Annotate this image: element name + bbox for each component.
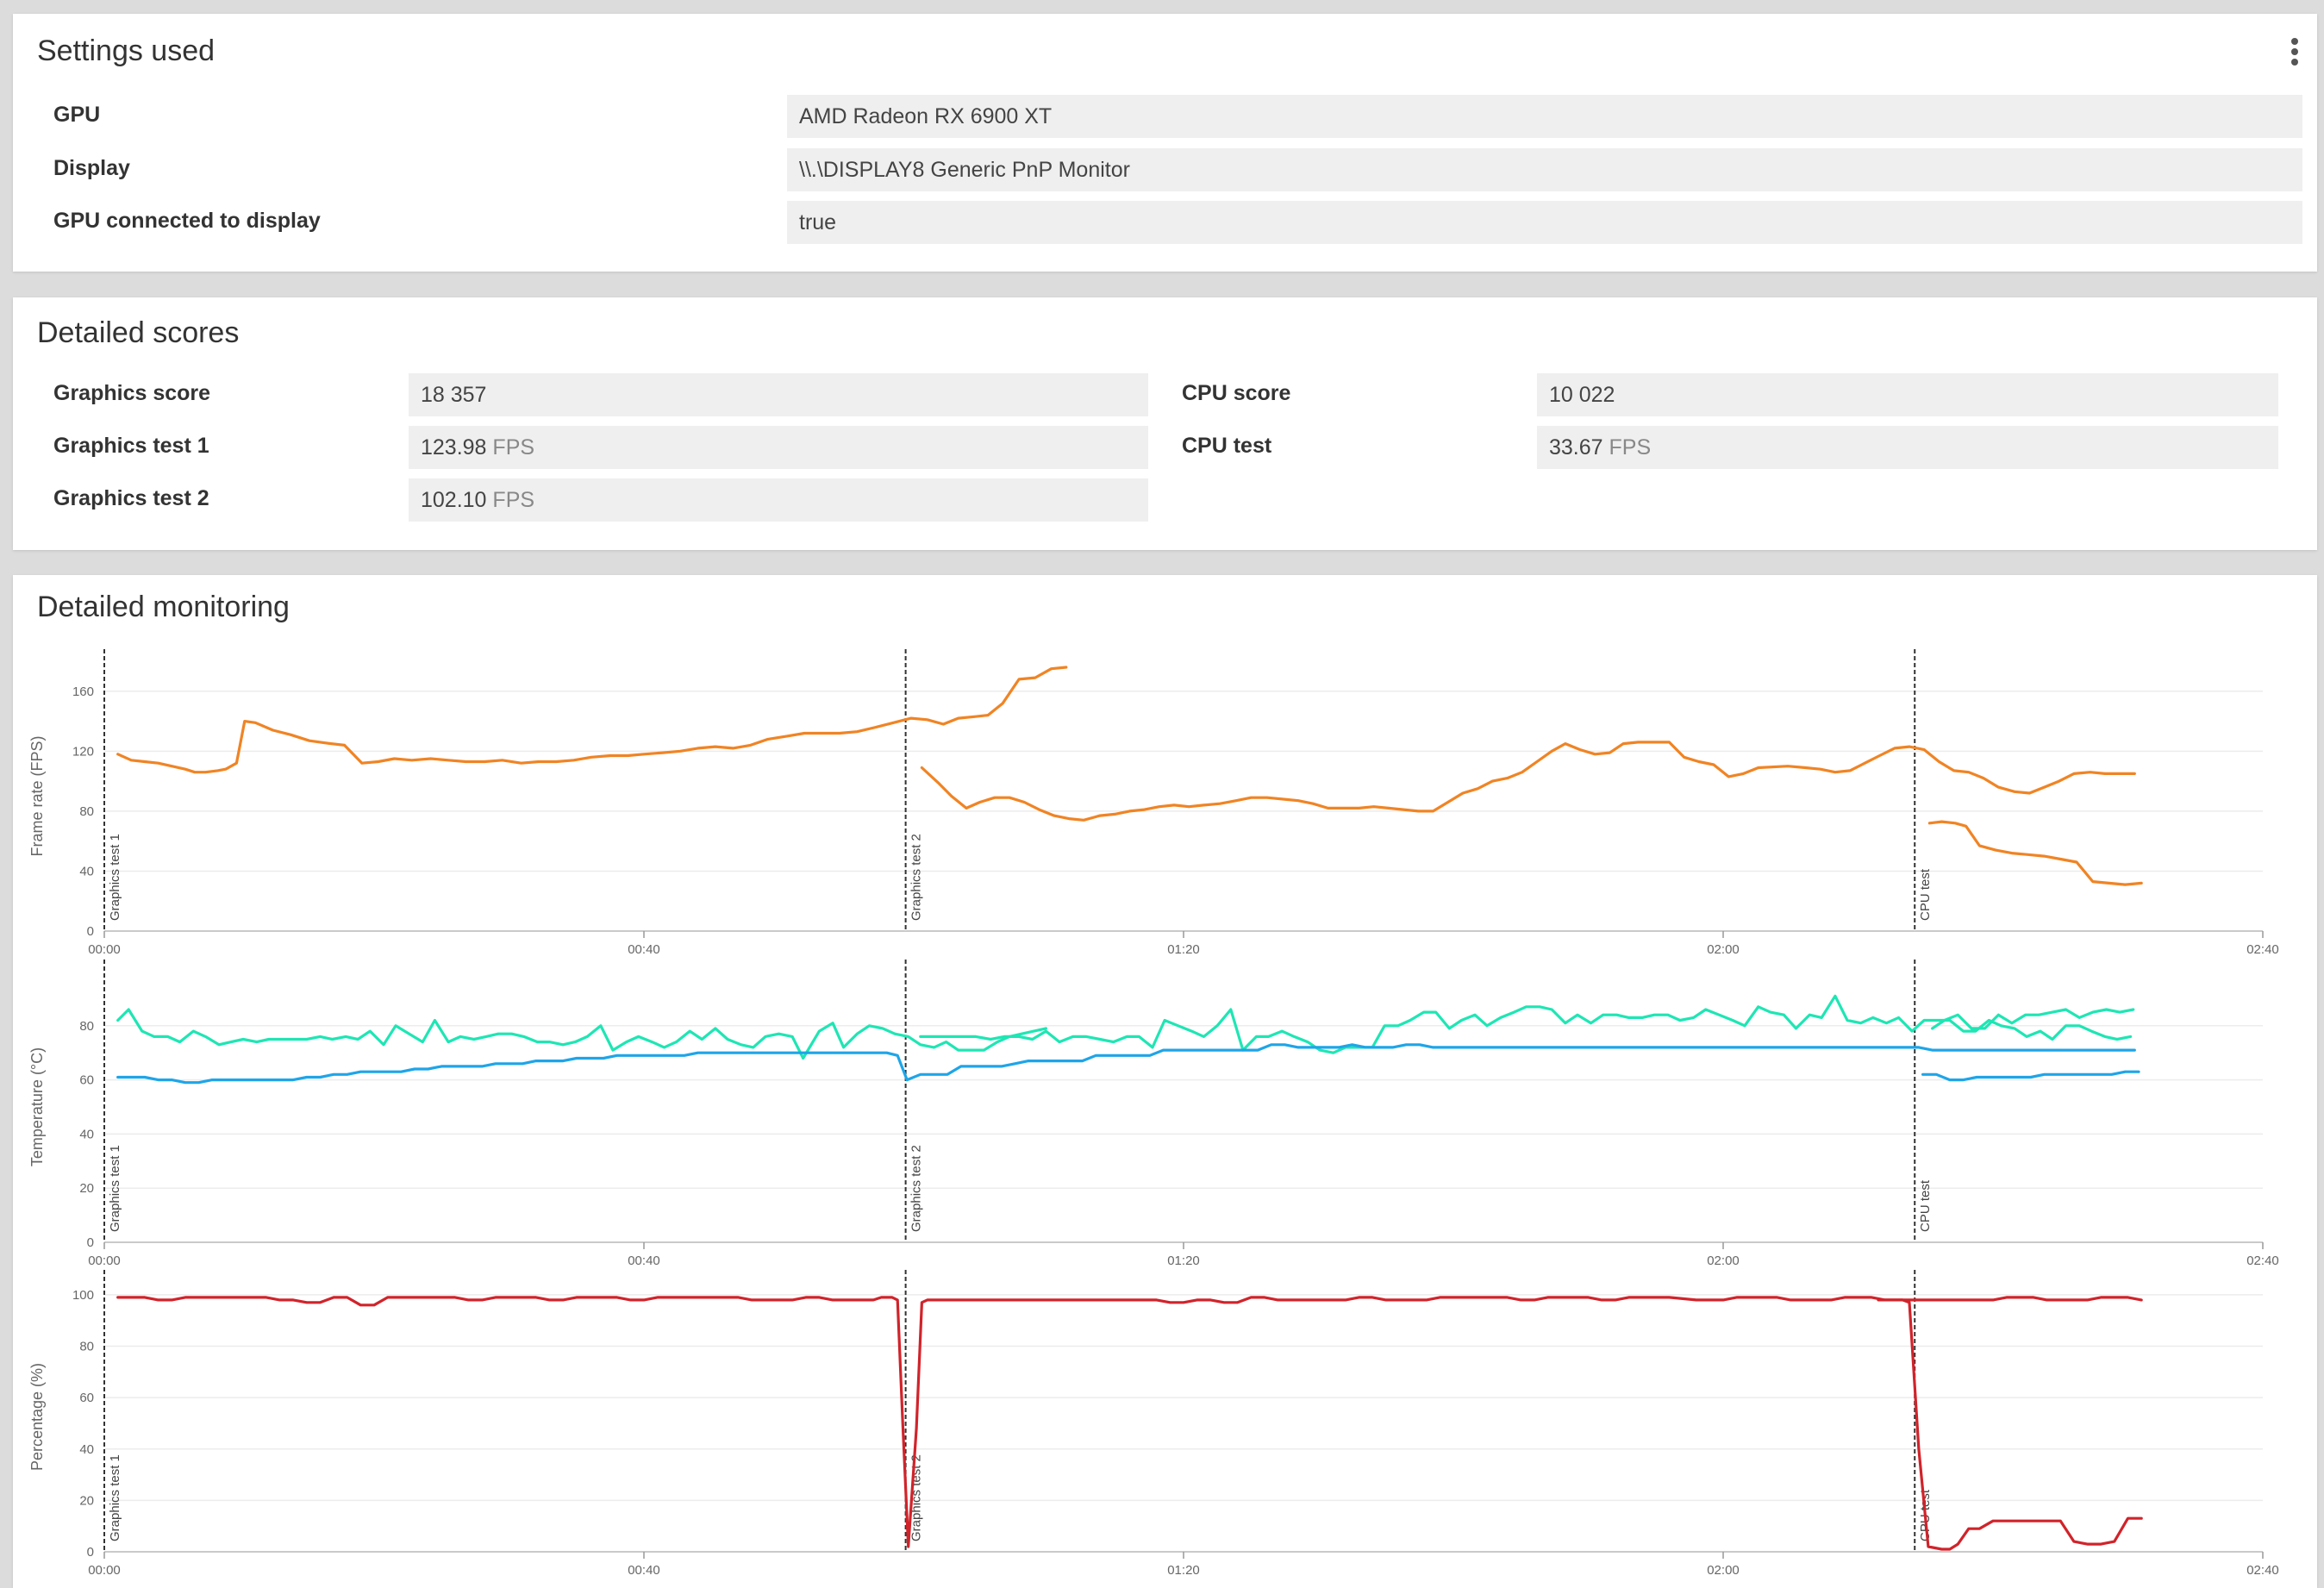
scores-title: Detailed scores bbox=[37, 316, 240, 349]
graphics-score-label: Graphics score bbox=[53, 381, 211, 405]
y-tick-label: 0 bbox=[87, 924, 94, 939]
scores-card: Detailed scores Graphics score 18 357 Gr… bbox=[13, 297, 2317, 550]
x-tick-label: 02:40 bbox=[2246, 1563, 2279, 1578]
graphics-test2-label: Graphics test 2 bbox=[53, 486, 209, 510]
y-tick-label: 80 bbox=[79, 1340, 94, 1354]
y-axis-label: Percentage (%) bbox=[28, 1363, 46, 1471]
x-tick-label: 02:40 bbox=[2246, 942, 2279, 957]
series-line bbox=[1921, 1070, 2140, 1082]
x-tick-label: 02:00 bbox=[1707, 1563, 1740, 1578]
y-tick-label: 160 bbox=[72, 685, 94, 699]
test-marker-label: CPU test bbox=[1918, 868, 1933, 921]
y-tick-label: 60 bbox=[79, 1073, 94, 1088]
x-tick-label: 02:00 bbox=[1707, 1254, 1740, 1268]
series-line bbox=[905, 1043, 2136, 1082]
x-tick-label: 02:40 bbox=[2246, 1254, 2279, 1268]
y-tick-label: 0 bbox=[87, 1235, 94, 1250]
y-tick-label: 60 bbox=[79, 1391, 94, 1405]
test-marker-label: Graphics test 2 bbox=[909, 834, 924, 921]
cpu-score-value: 10 022 bbox=[1537, 373, 2278, 416]
x-tick-label: 00:40 bbox=[628, 1254, 660, 1268]
settings-card: Settings used GPU AMD Radeon RX 6900 XT … bbox=[13, 14, 2317, 272]
x-tick-label: 00:00 bbox=[88, 942, 121, 957]
y-tick-label: 100 bbox=[72, 1288, 94, 1303]
series-line bbox=[1931, 1008, 2135, 1030]
monitoring-title: Detailed monitoring bbox=[37, 591, 290, 623]
series-line bbox=[1877, 1298, 2143, 1551]
series-line bbox=[116, 1296, 2143, 1548]
series-line bbox=[116, 666, 1068, 774]
test-marker-label: Graphics test 2 bbox=[909, 1145, 924, 1232]
x-tick-label: 01:20 bbox=[1167, 1563, 1200, 1578]
y-tick-label: 20 bbox=[79, 1181, 94, 1196]
y-tick-label: 40 bbox=[79, 1127, 94, 1141]
settings-value-display: \\.\DISPLAY8 Generic PnP Monitor bbox=[787, 148, 2302, 191]
x-tick-label: 02:00 bbox=[1707, 942, 1740, 957]
settings-value-gpu-connected: true bbox=[787, 201, 2302, 244]
y-tick-label: 40 bbox=[79, 864, 94, 878]
test-marker-label: Graphics test 1 bbox=[108, 834, 122, 921]
y-tick-label: 40 bbox=[79, 1442, 94, 1457]
y-tick-label: 120 bbox=[72, 744, 94, 759]
y-tick-label: 80 bbox=[79, 1019, 94, 1034]
cpu-test-label: CPU test bbox=[1182, 434, 1272, 458]
cpu-score-label: CPU score bbox=[1182, 381, 1291, 405]
graphics-test2-value: 102.10 FPS bbox=[409, 478, 1148, 522]
series-line bbox=[920, 741, 2136, 822]
graphics-test1-value: 123.98 FPS bbox=[409, 426, 1148, 469]
settings-title: Settings used bbox=[37, 34, 216, 67]
test-marker-label: Graphics test 1 bbox=[108, 1145, 122, 1232]
test-marker-label: CPU test bbox=[1918, 1179, 1933, 1232]
test-marker-label: Graphics test 1 bbox=[108, 1454, 122, 1541]
x-tick-label: 00:00 bbox=[88, 1563, 121, 1578]
settings-label-gpu-connected: GPU connected to display bbox=[53, 209, 321, 233]
y-tick-label: 0 bbox=[87, 1545, 94, 1560]
y-axis-label: Temperature (°C) bbox=[28, 1047, 46, 1166]
settings-label-gpu: GPU bbox=[53, 103, 101, 127]
graphics-test1-label: Graphics test 1 bbox=[53, 434, 209, 458]
y-tick-label: 20 bbox=[79, 1493, 94, 1508]
series-line bbox=[919, 994, 2133, 1054]
graphics-score-value: 18 357 bbox=[409, 373, 1148, 416]
monitoring-card: Detailed monitoring 0 40 80 120 160 00:00 00:4… bbox=[13, 575, 2317, 1588]
cpu-test-value: 33.67 FPS bbox=[1537, 426, 2278, 469]
more-options-icon[interactable] bbox=[2288, 38, 2302, 72]
x-tick-label: 00:40 bbox=[628, 1563, 660, 1578]
x-tick-label: 00:40 bbox=[628, 942, 660, 957]
x-tick-label: 00:00 bbox=[88, 1254, 121, 1268]
x-tick-label: 01:20 bbox=[1167, 1254, 1200, 1268]
series-line bbox=[116, 1008, 1048, 1060]
series-line bbox=[116, 1051, 909, 1085]
settings-value-gpu: AMD Radeon RX 6900 XT bbox=[787, 95, 2302, 138]
settings-label-display: Display bbox=[53, 156, 130, 180]
x-tick-label: 01:20 bbox=[1167, 942, 1200, 957]
y-axis-label: Frame rate (FPS) bbox=[28, 735, 46, 856]
y-tick-label: 80 bbox=[79, 804, 94, 819]
series-line bbox=[1927, 820, 2143, 886]
monitoring-charts: 0 40 80 120 160 00:00 00:40 01:20 02:00 02:40 Fram… bbox=[28, 649, 2279, 1578]
